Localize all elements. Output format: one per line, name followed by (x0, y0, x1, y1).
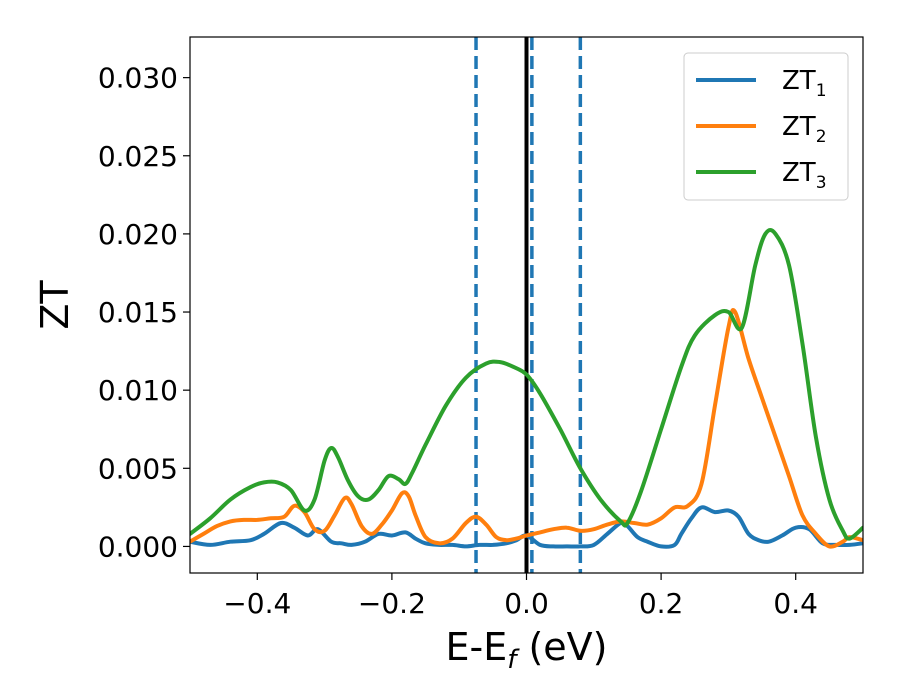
x-tick-label: −0.2 (358, 587, 426, 620)
y-axis-label: ZT (33, 280, 77, 330)
y-tick-label: 0.010 (98, 374, 178, 407)
series-lines (190, 228, 863, 549)
legend-box (683, 52, 849, 201)
x-axis-ticks: −0.4 −0.2 0.0 0.2 0.4 (223, 573, 818, 620)
x-tick-label: −0.4 (223, 587, 291, 620)
x-axis-label: E-Ef (eV) (446, 625, 608, 675)
legend-label: ZT1 (782, 66, 827, 101)
vertical-reference-lines (474, 37, 583, 573)
series-line-zt1 (190, 505, 863, 549)
legend-label: ZT2 (782, 112, 827, 147)
y-tick-label: 0.025 (98, 140, 178, 173)
x-axis-label-main: E-E (446, 625, 508, 669)
series-line-zt3 (190, 228, 863, 541)
y-tick-label: 0.000 (98, 530, 178, 563)
y-tick-label: 0.030 (98, 62, 178, 95)
y-tick-label: 0.015 (98, 296, 178, 329)
y-axis-ticks: 0.000 0.005 0.010 0.015 0.020 0.025 0.030 (98, 62, 190, 563)
x-tick-label: 0.4 (773, 587, 818, 620)
x-tick-label: 0.2 (639, 587, 684, 620)
x-tick-label: 0.0 (504, 587, 549, 620)
x-axis-label-unit: (eV) (516, 625, 607, 669)
y-tick-label: 0.005 (98, 452, 178, 485)
legend: ZT1 ZT2 ZT3 (683, 52, 849, 201)
y-tick-label: 0.020 (98, 218, 178, 251)
legend-label: ZT3 (782, 158, 827, 193)
